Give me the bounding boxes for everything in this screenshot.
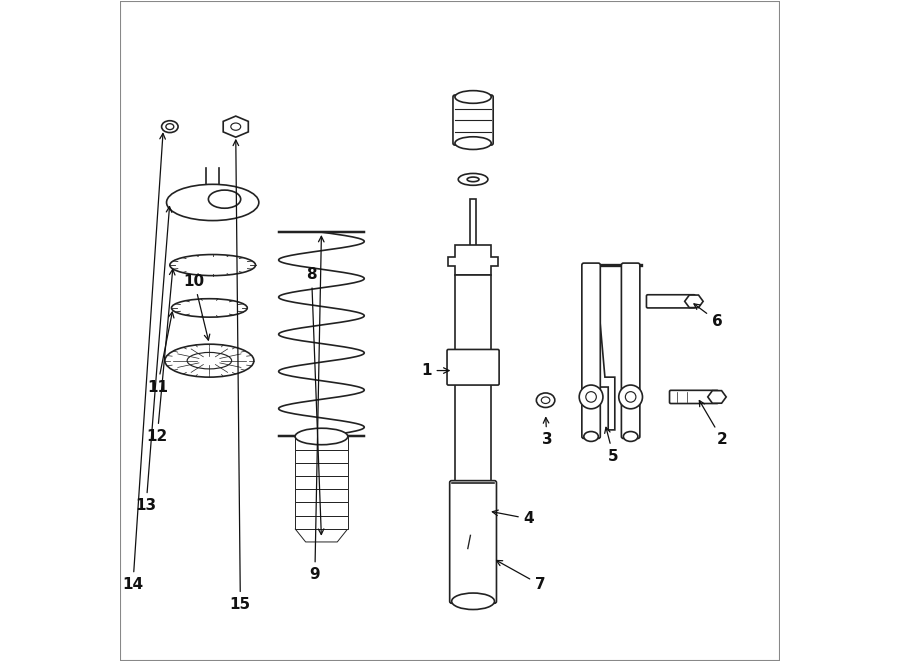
FancyBboxPatch shape	[670, 391, 718, 404]
Text: 5: 5	[605, 428, 619, 464]
Polygon shape	[685, 295, 703, 308]
Polygon shape	[295, 476, 347, 489]
Ellipse shape	[541, 397, 550, 404]
Polygon shape	[223, 116, 248, 137]
Ellipse shape	[166, 184, 259, 220]
Ellipse shape	[295, 428, 347, 445]
Polygon shape	[448, 246, 498, 275]
Ellipse shape	[209, 190, 240, 209]
Circle shape	[619, 385, 643, 409]
Text: 13: 13	[136, 207, 172, 513]
Text: 6: 6	[694, 304, 723, 328]
Text: 12: 12	[147, 269, 175, 444]
FancyBboxPatch shape	[621, 263, 640, 438]
Circle shape	[586, 392, 597, 402]
Ellipse shape	[458, 173, 488, 185]
Polygon shape	[585, 265, 615, 430]
FancyBboxPatch shape	[450, 481, 497, 603]
Ellipse shape	[454, 91, 491, 103]
Polygon shape	[295, 436, 347, 449]
FancyBboxPatch shape	[646, 295, 695, 308]
FancyBboxPatch shape	[581, 263, 600, 438]
Ellipse shape	[172, 299, 248, 317]
Text: 9: 9	[310, 236, 324, 583]
Text: 10: 10	[184, 274, 210, 340]
Ellipse shape	[467, 177, 479, 181]
Ellipse shape	[454, 137, 491, 150]
Polygon shape	[295, 529, 347, 542]
Ellipse shape	[187, 352, 231, 369]
Circle shape	[580, 385, 603, 409]
Text: 2: 2	[699, 401, 728, 448]
Ellipse shape	[584, 432, 598, 442]
Text: 3: 3	[542, 418, 553, 448]
Text: 1: 1	[421, 363, 449, 378]
Text: 7: 7	[497, 561, 545, 592]
Circle shape	[626, 392, 636, 402]
Ellipse shape	[162, 120, 178, 132]
Text: 15: 15	[230, 140, 251, 612]
Ellipse shape	[624, 432, 638, 442]
Polygon shape	[295, 489, 347, 502]
FancyBboxPatch shape	[447, 350, 500, 385]
Ellipse shape	[165, 344, 254, 377]
Ellipse shape	[170, 254, 256, 275]
FancyBboxPatch shape	[453, 95, 493, 145]
Text: 14: 14	[122, 134, 166, 592]
Polygon shape	[295, 502, 347, 516]
Text: 8: 8	[306, 267, 324, 534]
Polygon shape	[707, 391, 726, 403]
Polygon shape	[295, 516, 347, 529]
Text: 11: 11	[147, 312, 174, 395]
Ellipse shape	[230, 123, 240, 130]
FancyBboxPatch shape	[454, 275, 491, 483]
Ellipse shape	[166, 124, 174, 130]
Ellipse shape	[452, 593, 494, 610]
Polygon shape	[295, 449, 347, 463]
Ellipse shape	[536, 393, 554, 408]
FancyBboxPatch shape	[471, 199, 476, 265]
Polygon shape	[295, 463, 347, 476]
Text: 4: 4	[492, 510, 535, 526]
